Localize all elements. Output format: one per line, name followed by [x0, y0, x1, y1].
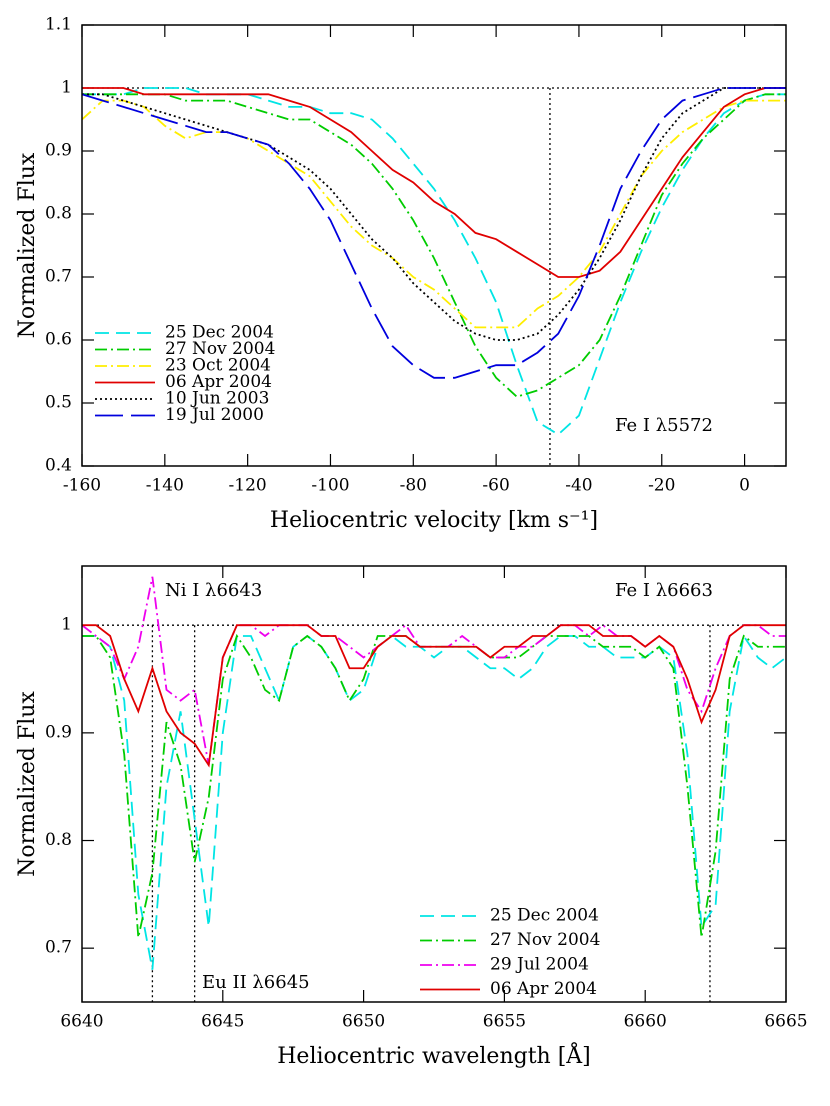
legend-label: 25 Dec 2004	[165, 323, 274, 343]
x-tick-label: -40	[565, 476, 592, 496]
y-axis-title: Normalized Flux	[15, 691, 40, 877]
y-tick-label: 0.8	[45, 204, 72, 224]
x-tick-label: -60	[482, 476, 509, 496]
y-tick-label: 0.5	[45, 393, 72, 413]
x-tick-label: 0	[739, 476, 750, 496]
y-tick-label: 0.7	[45, 267, 72, 287]
legend-label: 29 Jul 2004	[490, 955, 589, 975]
x-tick-label: 6660	[624, 1012, 667, 1032]
legend-label: 25 Dec 2004	[490, 906, 599, 926]
data-line	[82, 633, 786, 970]
y-tick-label: 1	[61, 615, 72, 635]
plot-frame	[81, 565, 787, 1003]
x-tick-label: -140	[146, 476, 184, 496]
panel: 0.4 0.5 0.6 0.7 0.8 0.9 1 1.1 -160 -140 -120 -100 -8…	[15, 15, 787, 533]
y-tick-label: 0.4	[45, 456, 72, 476]
legend-label: 27 Nov 2004	[490, 930, 600, 950]
y-tick-label: 1.1	[45, 15, 72, 35]
annotation: Fe I λ5572	[615, 415, 713, 436]
data-line	[82, 87, 786, 379]
x-tick-label: 6645	[201, 1012, 244, 1032]
legend-label: 10 Jun 2003	[165, 389, 269, 409]
data-line	[82, 624, 786, 768]
data-line	[82, 87, 786, 278]
legend-label: 19 Jul 2000	[165, 405, 264, 425]
y-tick-label: 0.7	[45, 938, 72, 958]
panel: 0.7 0.8 0.9 1 6640 6645 6650 6655 6660 6665 25 Dec…	[15, 565, 808, 1069]
x-axis-title: Heliocentric wavelength [Å]	[277, 1041, 591, 1069]
x-tick-label: -20	[648, 476, 675, 496]
data-line	[82, 93, 786, 398]
legend-label: 06 Apr 2004	[490, 979, 597, 999]
y-tick-label: 0.9	[45, 722, 72, 742]
annotation: Eu II λ6645	[202, 972, 310, 993]
y-tick-label: 0.9	[45, 141, 72, 161]
x-tick-label: -120	[229, 476, 267, 496]
y-tick-label: 0.6	[45, 330, 72, 350]
data-line	[82, 87, 786, 436]
plot-frame	[81, 24, 787, 467]
x-axis-title: Heliocentric velocity [km s⁻¹]	[270, 508, 598, 533]
legend-label: 27 Nov 2004	[165, 339, 275, 359]
annotation: Fe I λ6663	[615, 580, 713, 601]
y-tick-label: 1	[61, 78, 72, 98]
x-tick-label: 6655	[483, 1012, 526, 1032]
y-axis-title: Normalized Flux	[15, 152, 40, 338]
data-line	[82, 87, 786, 341]
x-tick-label: 6665	[764, 1012, 807, 1032]
data-line	[82, 99, 786, 329]
legend-label: 06 Apr 2004	[165, 372, 272, 392]
x-tick-label: -100	[311, 476, 349, 496]
data-line	[82, 633, 786, 938]
x-tick-label: 6650	[342, 1012, 385, 1032]
legend-label: 23 Oct 2004	[165, 356, 271, 376]
x-tick-label: 6640	[60, 1012, 103, 1032]
annotation: Ni I λ6643	[165, 580, 262, 601]
data-line	[82, 576, 786, 766]
x-tick-label: -80	[400, 476, 427, 496]
y-tick-label: 0.8	[45, 830, 72, 850]
x-tick-label: -160	[63, 476, 101, 496]
